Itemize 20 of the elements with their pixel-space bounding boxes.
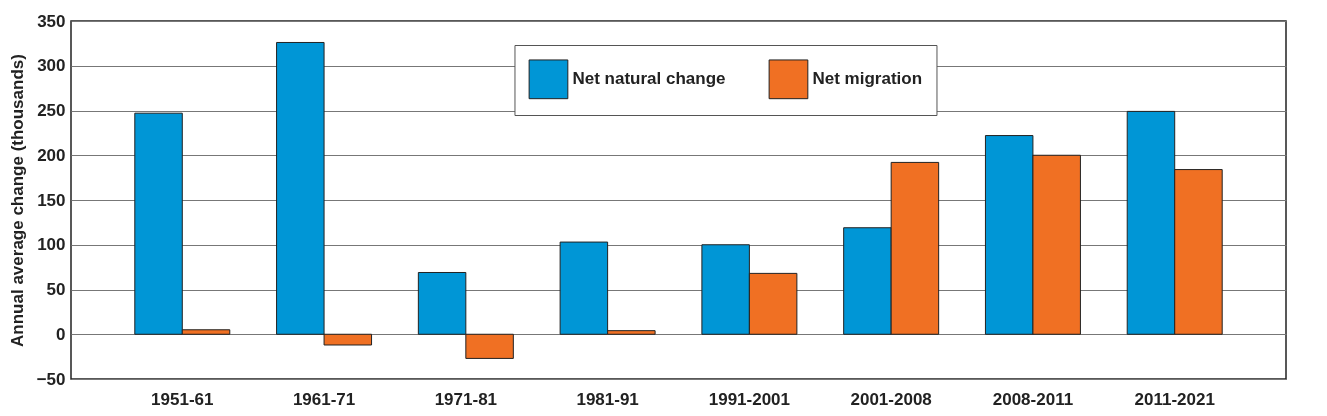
legend-label: Net migration (812, 69, 923, 89)
y-tick-label: 200 (37, 145, 66, 165)
x-tick-label: 1991-2001 (708, 389, 791, 409)
y-tick-label: 350 (37, 11, 66, 31)
y-tick-label: −50 (36, 369, 66, 389)
x-tick-label: 1981-91 (576, 389, 639, 409)
x-tick-label: 2011-2021 (1134, 389, 1215, 409)
x-tick-label: 1971-81 (434, 389, 498, 409)
y-tick-label: 50 (46, 280, 66, 299)
x-tick-label: 2008-2011 (992, 389, 1074, 409)
y-tick-label: 300 (37, 56, 66, 76)
y-axis-title: Annual average change (thousands) (7, 54, 27, 347)
y-tick-label: 100 (37, 235, 66, 255)
y-tick-label: 150 (37, 190, 66, 210)
y-tick-label: 0 (56, 324, 66, 344)
x-tick-label: 2001-2008 (850, 389, 932, 409)
y-tick-label: 250 (37, 101, 66, 120)
x-tick-label: 1961-71 (292, 389, 356, 409)
legend-label: Net natural change (572, 69, 726, 89)
x-tick-label: 1951-61 (151, 389, 214, 409)
